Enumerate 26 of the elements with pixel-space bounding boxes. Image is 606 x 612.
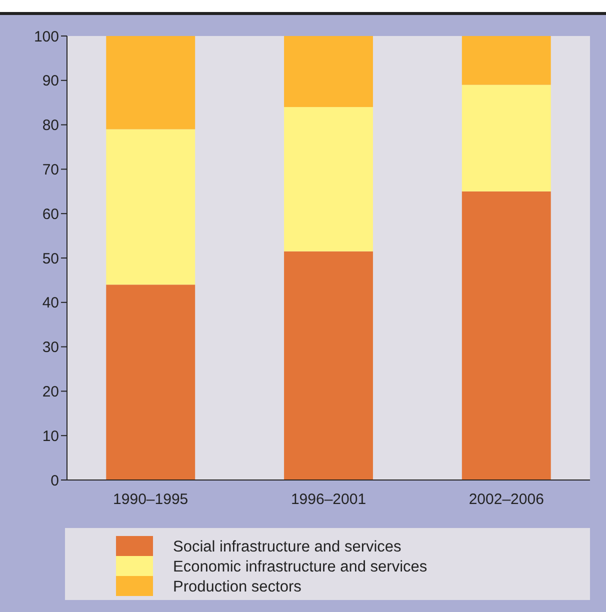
y-tick-label: 80	[42, 117, 59, 134]
bar	[284, 107, 373, 252]
y-tick-label: 70	[42, 161, 59, 178]
legend-label: Production sectors	[173, 578, 302, 596]
bar	[106, 129, 196, 285]
bar	[284, 251, 373, 480]
x-tick-label: 1996–2001	[290, 491, 366, 508]
y-tick-label: 30	[42, 339, 59, 356]
bar	[284, 36, 373, 108]
y-tick-label: 90	[42, 72, 59, 90]
bar	[106, 36, 196, 130]
y-tick-label: 60	[42, 206, 59, 223]
y-tick-label: 0	[50, 472, 59, 490]
y-tick-label: 10	[42, 428, 59, 445]
bar	[462, 84, 551, 192]
x-tick-label: 1990–1995	[113, 491, 188, 508]
y-tick-label: 40	[42, 294, 59, 312]
bar	[462, 191, 551, 480]
legend-label: Economic infrastructure and services	[173, 558, 428, 576]
y-tick-label: 20	[42, 383, 59, 400]
x-tick-label: 2002–2006	[468, 491, 544, 508]
y-tick-label: 50	[42, 250, 59, 268]
bar	[106, 284, 196, 480]
legend-label: Social infrastructure and services	[173, 538, 402, 556]
bar	[462, 36, 551, 85]
y-tick-label: 100	[34, 28, 59, 46]
